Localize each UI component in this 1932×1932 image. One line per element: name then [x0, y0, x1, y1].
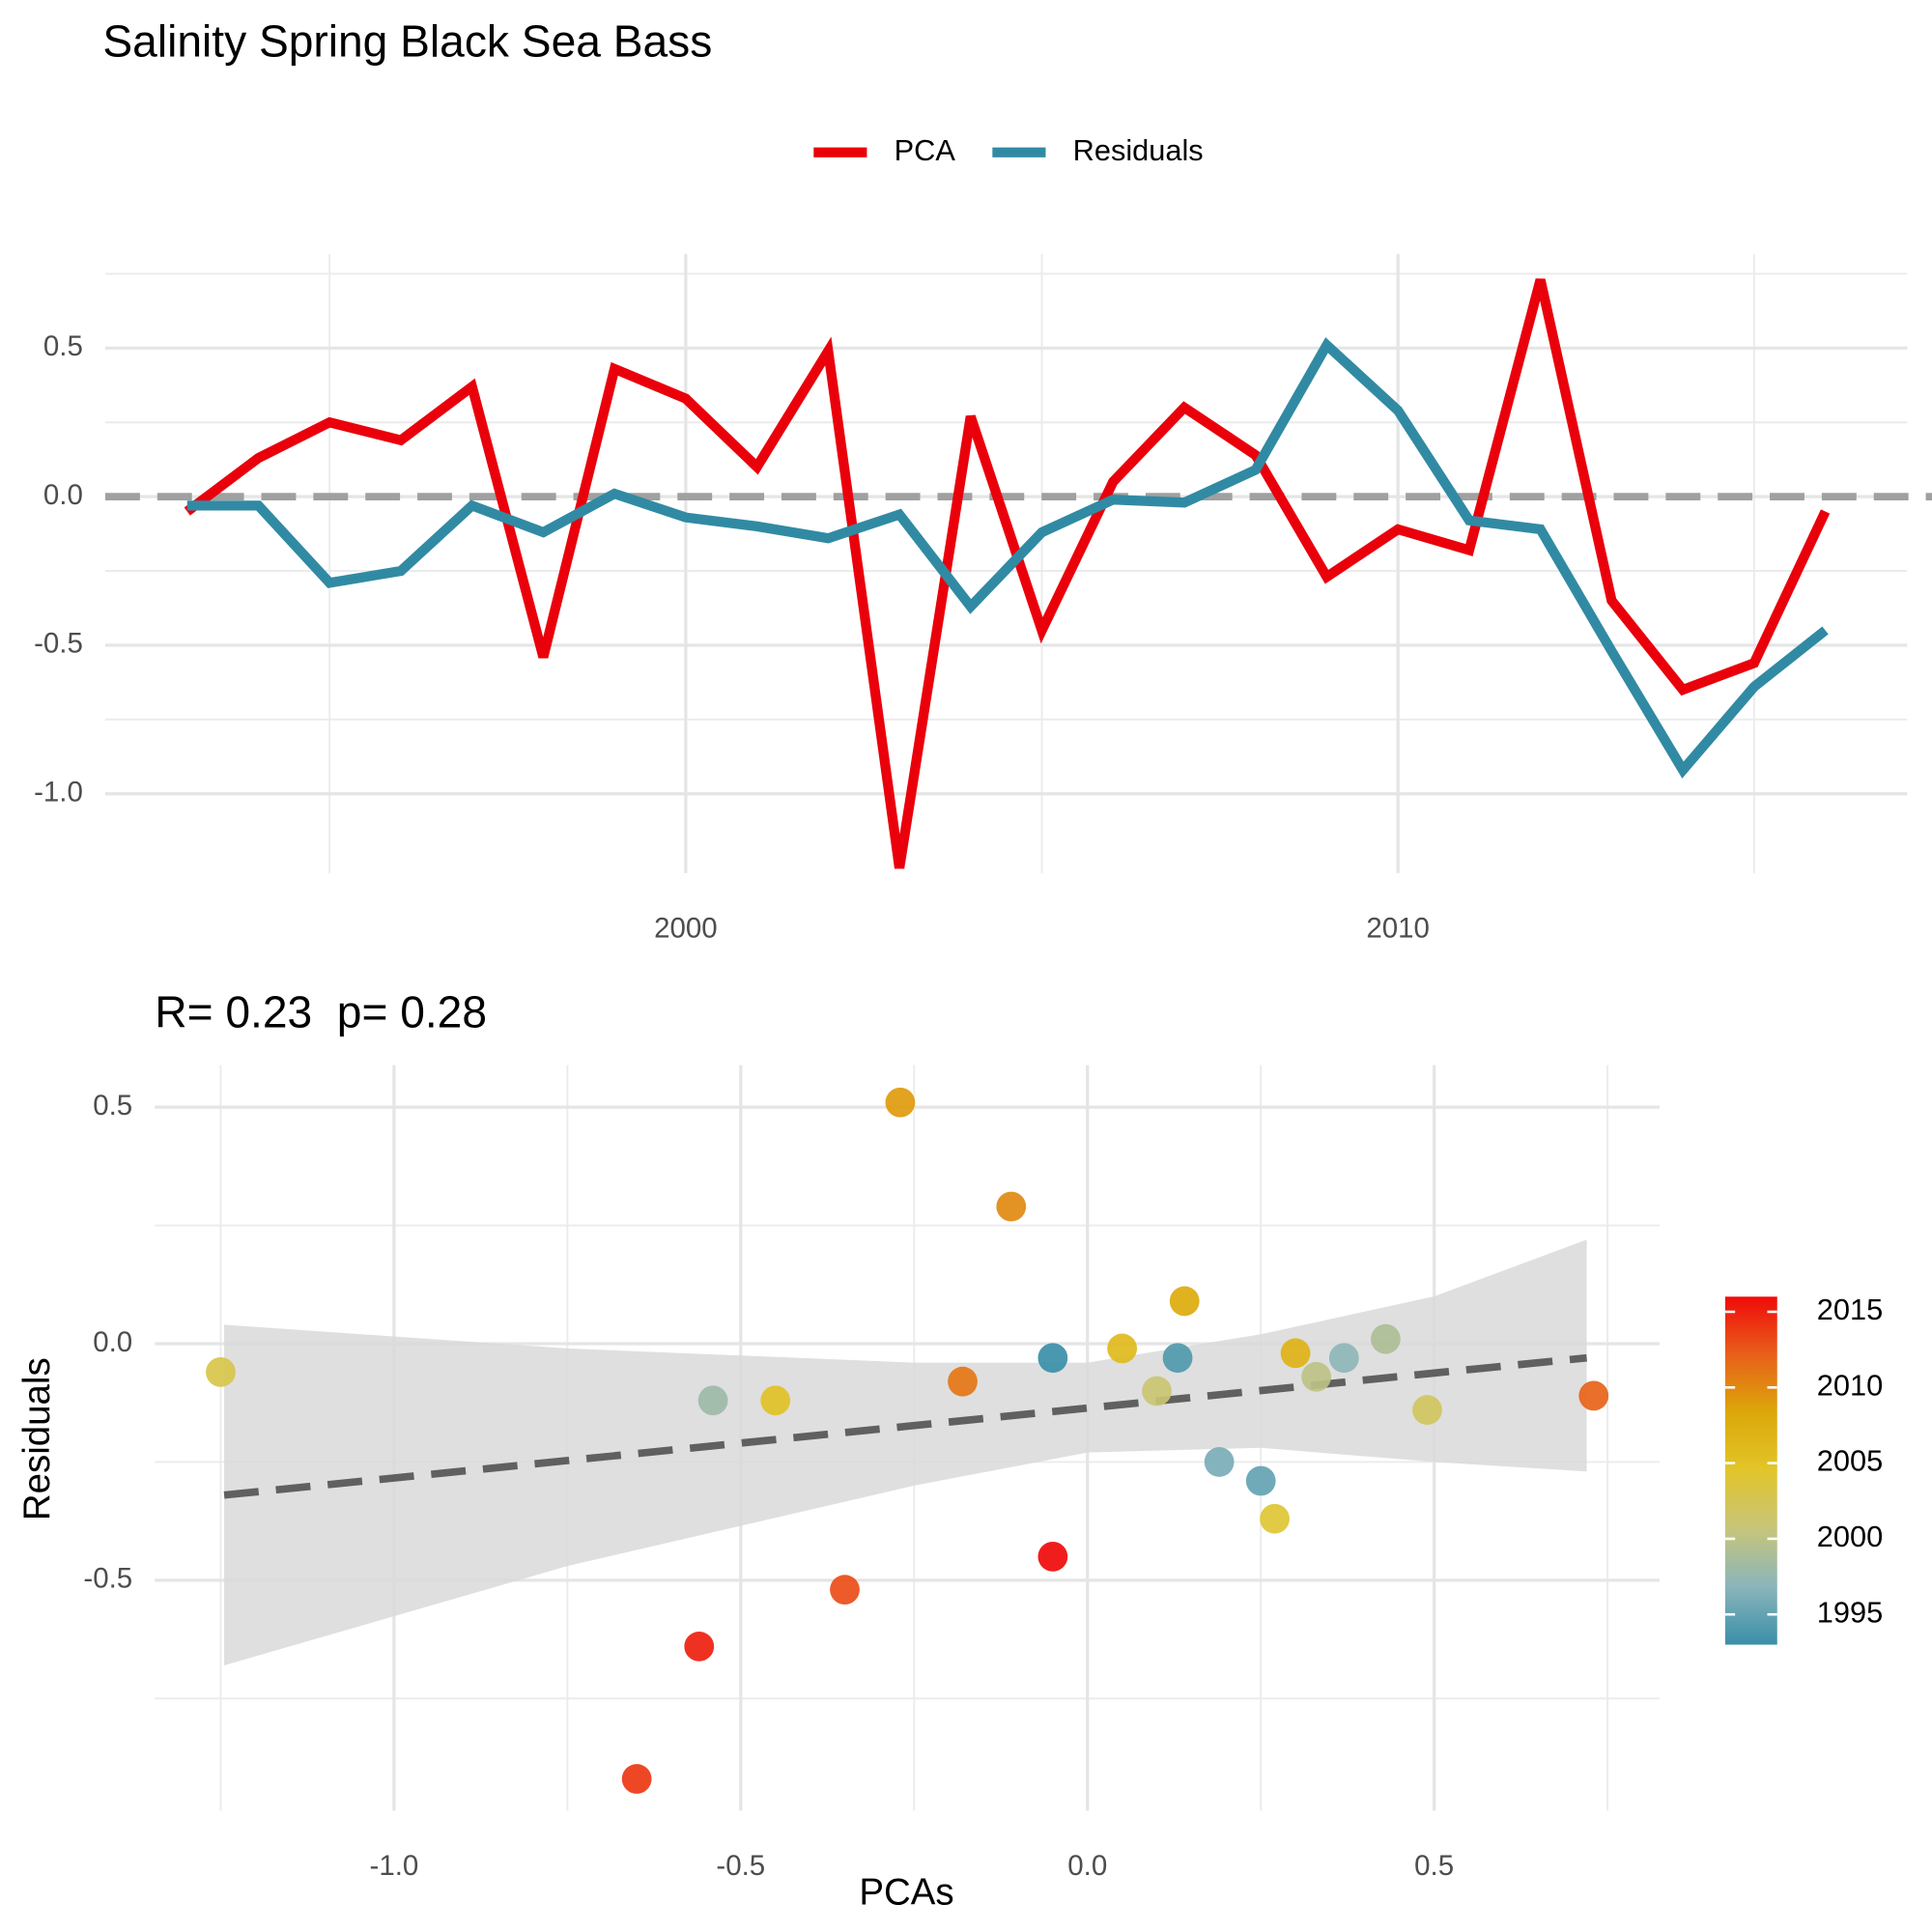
colorbar-label: 2005 [1817, 1444, 1883, 1478]
point [1037, 1541, 1068, 1572]
point [1107, 1333, 1138, 1364]
point [621, 1764, 652, 1794]
x-tick-label: 2000 [654, 913, 718, 945]
point [996, 1191, 1027, 1222]
point [1578, 1380, 1609, 1411]
x-tick-label: -1.0 [370, 1850, 419, 1882]
point [697, 1385, 728, 1416]
y-tick-label: 0.0 [93, 1326, 132, 1358]
point [948, 1366, 978, 1397]
point [1142, 1376, 1172, 1406]
point [885, 1087, 916, 1118]
point [1280, 1338, 1311, 1369]
point [760, 1385, 791, 1416]
legend-label: PCA [895, 133, 956, 167]
colorbar-label: 2010 [1817, 1368, 1883, 1402]
y-tick-label: -0.5 [83, 1563, 132, 1595]
point [206, 1357, 236, 1387]
point [1037, 1343, 1068, 1374]
colorbar-label: 1995 [1817, 1595, 1883, 1629]
point [1301, 1361, 1332, 1392]
series-line [186, 337, 1829, 779]
point [1260, 1503, 1290, 1534]
x-tick-label: 2010 [1366, 913, 1430, 945]
series-line [184, 278, 1831, 869]
y-tick-label: -0.5 [34, 628, 83, 660]
point [1412, 1395, 1442, 1425]
point [1371, 1323, 1401, 1354]
point [1169, 1286, 1200, 1317]
x-axis-title: PCAs [859, 1872, 953, 1914]
scatter-title: R= 0.23 p= 0.28 [155, 986, 487, 1037]
point [1204, 1447, 1235, 1477]
x-tick-label: -0.5 [716, 1850, 765, 1882]
y-tick-label: 0.0 [43, 479, 83, 511]
y-tick-label: 0.5 [43, 330, 83, 362]
point [1245, 1465, 1276, 1496]
y-tick-label: -1.0 [34, 776, 83, 808]
point [1162, 1343, 1193, 1374]
point [830, 1575, 860, 1605]
x-tick-label: 0.0 [1067, 1850, 1107, 1882]
legend-label: Residuals [1073, 133, 1204, 167]
y-tick-label: 0.5 [93, 1090, 132, 1122]
x-tick-label: 0.5 [1414, 1850, 1454, 1882]
colorbar [1724, 1296, 1777, 1645]
point [684, 1632, 715, 1662]
chart-title: Salinity Spring Black Sea Bass [102, 15, 712, 66]
colorbar-label: 2000 [1817, 1520, 1883, 1553]
colorbar-label: 2015 [1817, 1293, 1883, 1326]
y-axis-title: Residuals [16, 1357, 58, 1520]
fit-line [223, 1353, 1587, 1499]
point [1328, 1343, 1359, 1374]
confidence-band [224, 1239, 1587, 1666]
